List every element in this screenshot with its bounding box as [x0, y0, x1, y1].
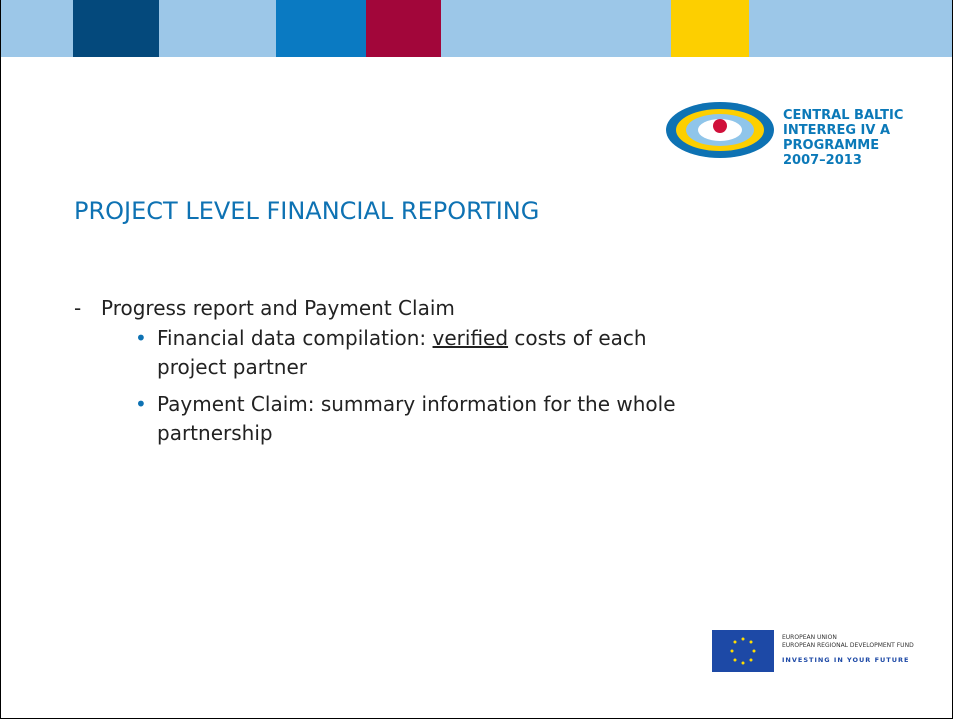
main-bullet: Progress report and Payment Claim	[101, 296, 455, 320]
sub-bullets: Financial data compilation: verified cos…	[121, 324, 717, 456]
slide-title: PROJECT LEVEL FINANCIAL REPORTING	[74, 197, 540, 225]
bullet: Financial data compilation: verified cos…	[135, 324, 717, 382]
logo-text: CENTRAL BALTIC INTERREG IV A PROGRAMME 2007…	[783, 108, 904, 168]
band-block	[366, 0, 441, 57]
eu-text: EUROPEAN UNION EUROPEAN REGIONAL DEVELOPM…	[782, 634, 914, 649]
dash: -	[74, 296, 82, 320]
logo	[666, 102, 774, 158]
top-band	[1, 0, 952, 57]
band-block	[276, 0, 366, 57]
band-block	[73, 0, 159, 57]
bullet: Payment Claim: summary information for t…	[135, 390, 717, 448]
eu-flag	[712, 630, 774, 672]
eu-slogan: INVESTING IN YOUR FUTURE	[782, 656, 910, 664]
band-block	[671, 0, 749, 57]
